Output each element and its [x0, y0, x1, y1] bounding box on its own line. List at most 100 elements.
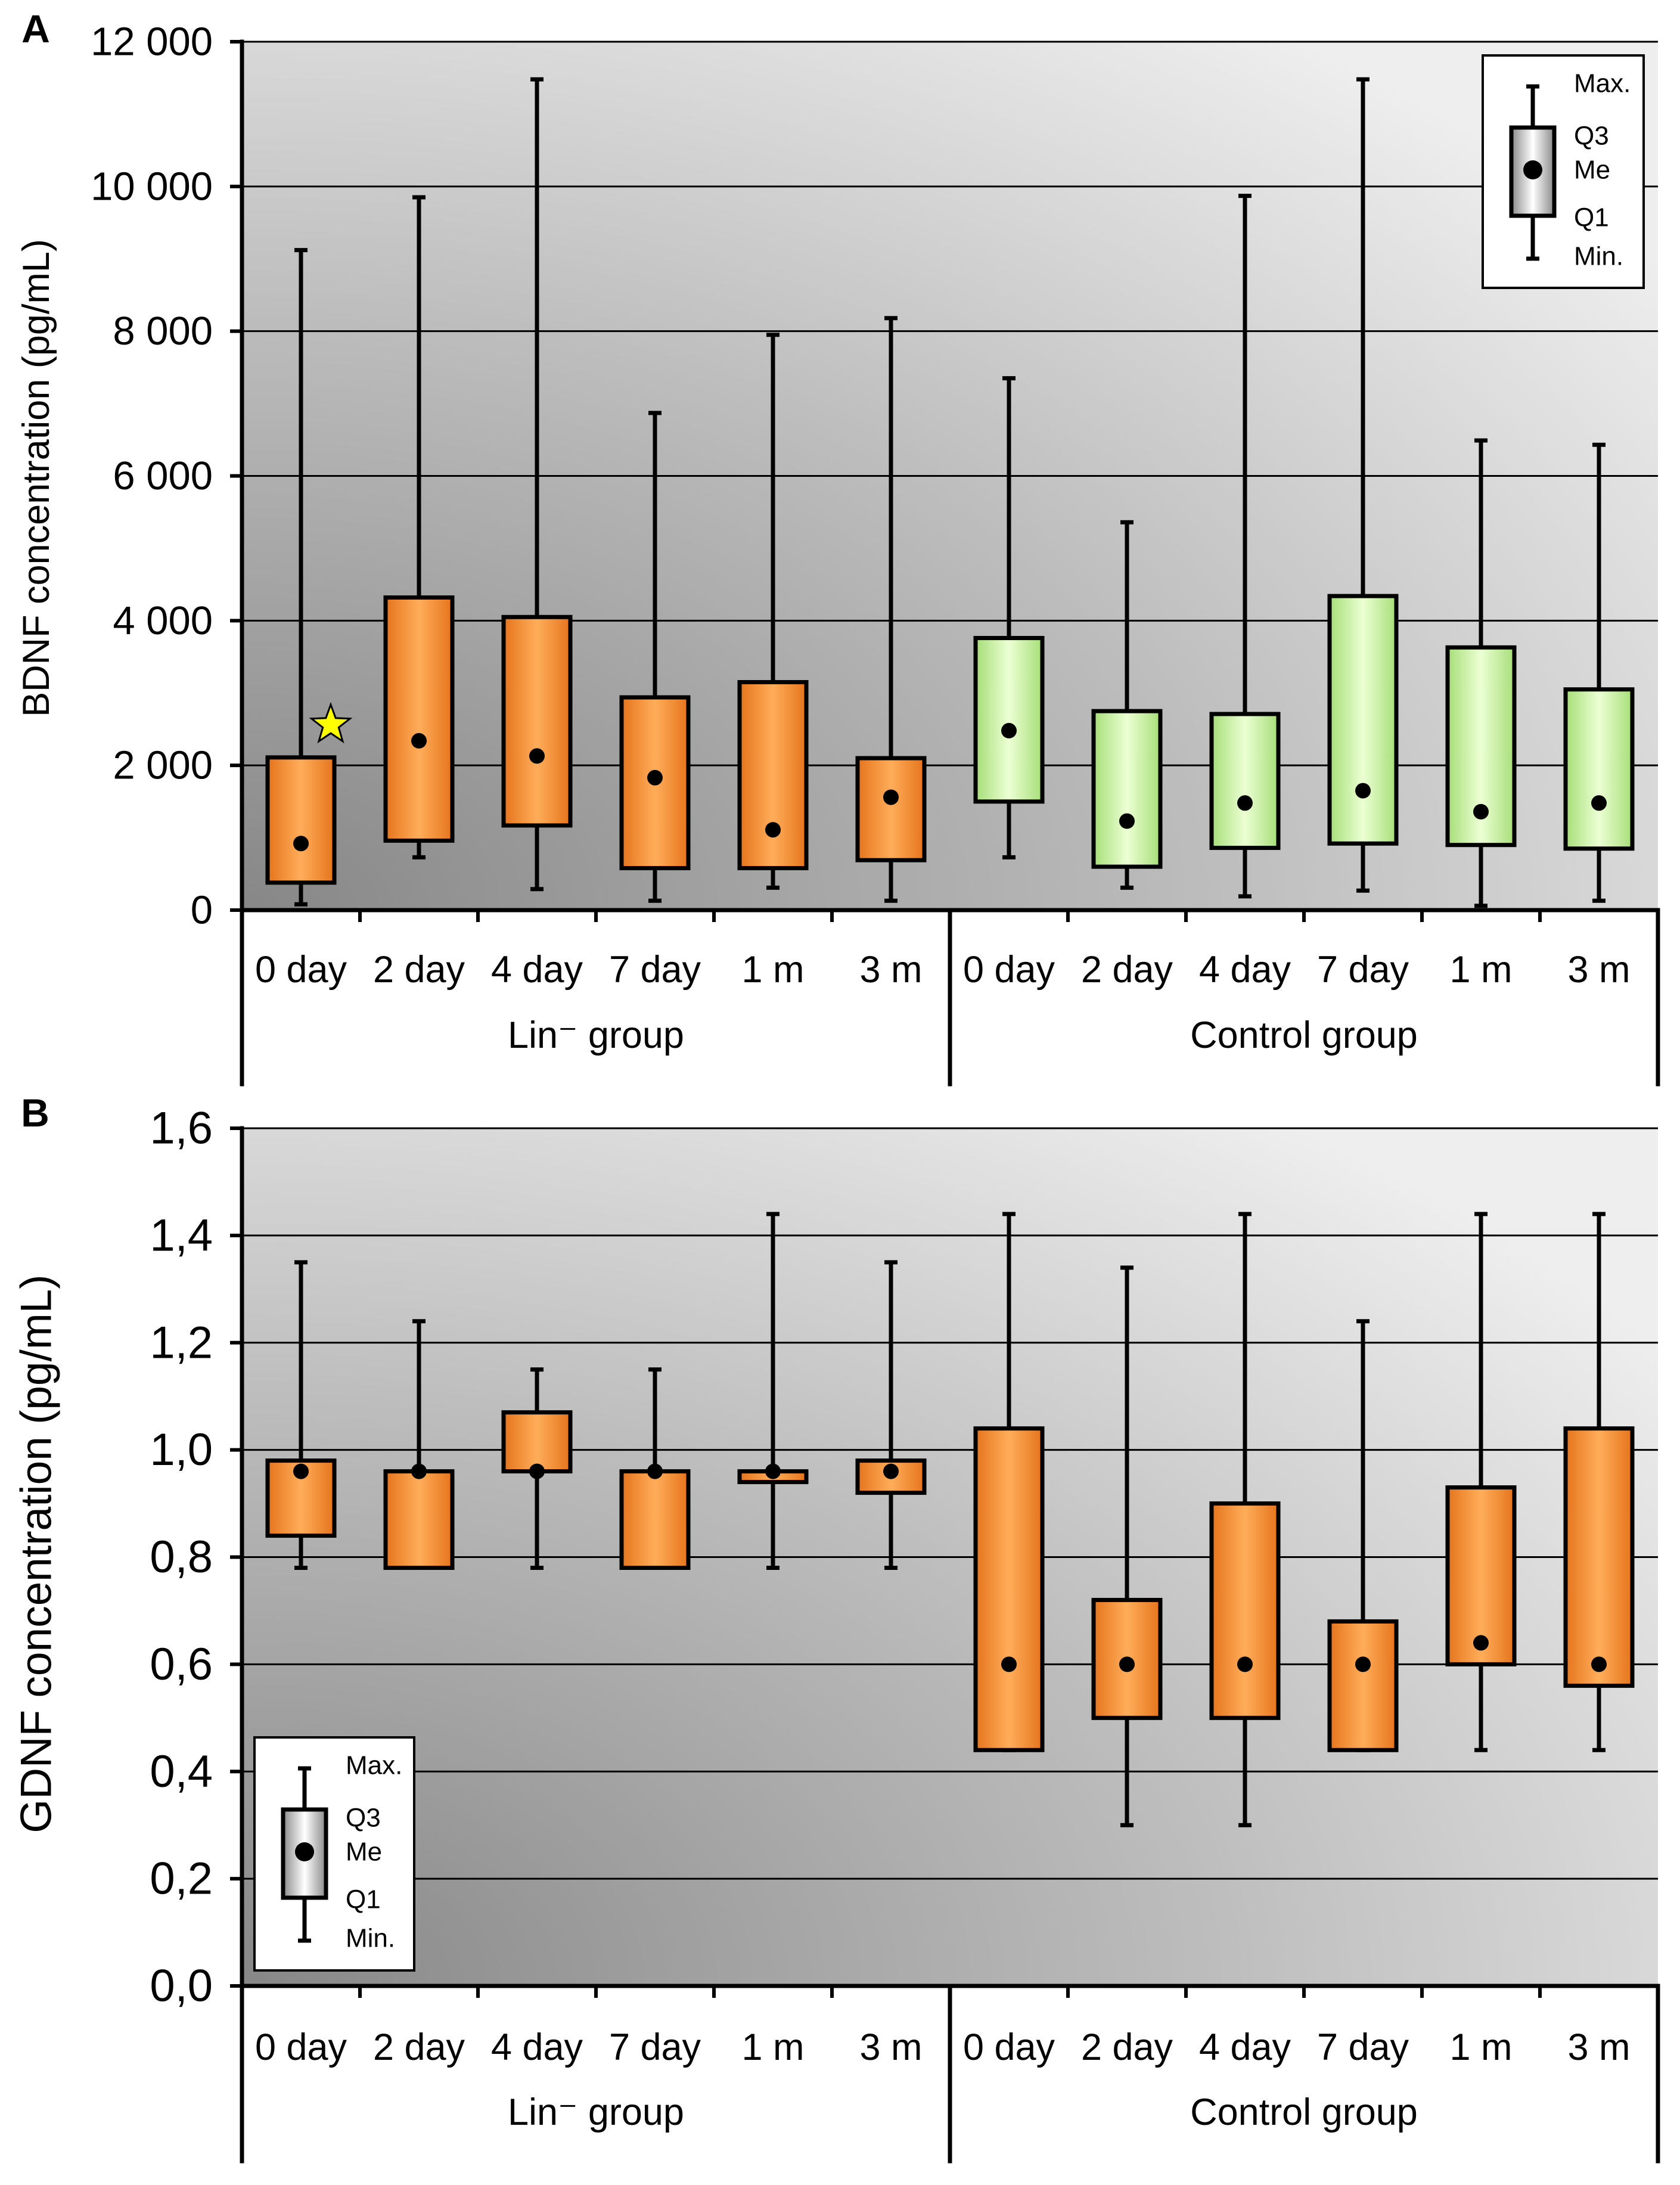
- panel-a: 0 2 000 4 000 6 000 8 000 10 000 12 000 0 day 2 …: [15, 7, 1660, 1087]
- box-plot-item: [737, 1212, 809, 1570]
- box-group-1: [265, 77, 927, 907]
- box-plot-item: [1209, 1212, 1281, 1827]
- iqr-box: [383, 595, 455, 843]
- median-dot: [647, 1463, 663, 1479]
- category-label: 2 day: [373, 2026, 465, 2068]
- median-dot: [1237, 795, 1253, 811]
- median-dot: [293, 1463, 309, 1479]
- legend-box: [281, 1807, 328, 1900]
- median-dot: [411, 1463, 427, 1479]
- iqr-box: [1327, 594, 1399, 846]
- box-plot-item: [265, 1260, 337, 1570]
- y-tick-label: 0,2: [150, 1854, 213, 1904]
- panel-label: A: [21, 7, 50, 51]
- box-plot-item: [383, 1319, 455, 1570]
- box-plot-item: [1209, 194, 1281, 899]
- median-dot: [1473, 803, 1489, 820]
- y-tick-label: 0: [191, 888, 213, 933]
- legend-label-max: Max.: [346, 1751, 402, 1780]
- legend-label-q3: Q3: [346, 1804, 381, 1833]
- legend: Max. Q3 Me Q1 Min.: [253, 1736, 415, 1972]
- box-plot-item: [1445, 1212, 1517, 1752]
- category-label: 0 day: [255, 2026, 347, 2068]
- category-label: 1 m: [741, 949, 804, 991]
- median-dot: [293, 836, 309, 852]
- box-plot-item: [1563, 1212, 1635, 1752]
- box-plot-item: [1563, 442, 1635, 903]
- y-tick-label: 0,0: [150, 1961, 213, 2012]
- iqr-box: [1091, 709, 1163, 869]
- box-plot-item: [619, 411, 691, 903]
- y-tick-label: 2 000: [113, 743, 213, 788]
- category-label: 7 day: [1317, 949, 1409, 991]
- category-label: 3 m: [1567, 949, 1630, 991]
- legend-label-max: Max.: [1574, 69, 1631, 98]
- box-plot-item: [855, 1260, 927, 1570]
- category-label: 4 day: [491, 949, 583, 991]
- box-group-2: [973, 77, 1635, 908]
- legend: Max. Q3 Me Q1 Min.: [1482, 54, 1645, 289]
- category-label: 7 day: [609, 2026, 701, 2068]
- category-label: 1 m: [1449, 2026, 1512, 2068]
- legend-label-min: Min.: [346, 1924, 395, 1953]
- median-dot: [1001, 722, 1017, 738]
- group-label: Lin⁻ group: [508, 2091, 684, 2133]
- y-tick-label: 6 000: [113, 454, 213, 498]
- y-tick-label: 1,6: [150, 1103, 213, 1154]
- median-dot: [1119, 1656, 1135, 1672]
- box-plot-item: [1327, 77, 1399, 893]
- category-label: 4 day: [1199, 949, 1291, 991]
- box-plot-item: [973, 376, 1045, 859]
- legend-label-min: Min.: [1574, 242, 1623, 271]
- box-plot-item: [619, 1367, 691, 1570]
- iqr-box: [1563, 1426, 1635, 1688]
- box-plot-item: [501, 77, 573, 892]
- category-label: 1 m: [741, 2026, 804, 2068]
- y-tick-label: 8 000: [113, 309, 213, 353]
- median-dot: [647, 769, 663, 786]
- y-tick-label: 1,2: [150, 1317, 213, 1368]
- iqr-box: [1445, 1485, 1517, 1666]
- y-tick-label: 4 000: [113, 598, 213, 643]
- legend-median-dot: [1523, 160, 1542, 179]
- box-plot-item: [501, 1367, 573, 1570]
- category-label: 0 day: [963, 949, 1055, 991]
- legend-label-median: Me: [1574, 156, 1610, 185]
- median-dot: [765, 822, 781, 838]
- median-dot: [765, 1463, 781, 1479]
- box-plot-item: [1091, 1265, 1163, 1827]
- median-dot: [1355, 783, 1371, 799]
- legend-median-dot: [295, 1842, 314, 1861]
- y-axis-label: GDNF concentration (pg/mL): [13, 1274, 61, 1833]
- category-label: 2 day: [1081, 949, 1173, 991]
- box-plot-item: [973, 1212, 1045, 1752]
- median-dot: [529, 748, 545, 764]
- box-plot-item: [265, 248, 337, 907]
- star-icon: [309, 702, 353, 744]
- iqr-box: [619, 1469, 691, 1570]
- category-label: 7 day: [609, 949, 701, 991]
- category-label: 0 day: [963, 2026, 1055, 2068]
- median-dot: [1591, 795, 1607, 811]
- median-dot: [1473, 1635, 1489, 1651]
- iqr-box: [737, 680, 809, 871]
- iqr-box: [1209, 1501, 1281, 1720]
- box-plot-item: [383, 195, 455, 859]
- category-label: 2 day: [1081, 2026, 1173, 2068]
- group-label: Lin⁻ group: [508, 1014, 684, 1056]
- y-axis-label: BDNF concentration (pg/mL): [15, 239, 57, 717]
- median-dot: [1001, 1656, 1017, 1672]
- category-label: 3 m: [1567, 2026, 1630, 2068]
- group-label: Control group: [1190, 1014, 1418, 1056]
- iqr-box: [855, 756, 927, 862]
- category-label: 3 m: [859, 2026, 922, 2068]
- category-label: 1 m: [1449, 949, 1512, 991]
- box-group-2: [973, 1212, 1635, 1827]
- median-dot: [1119, 813, 1135, 829]
- box-plot-item: [1327, 1319, 1399, 1752]
- legend-label-median: Me: [346, 1838, 382, 1867]
- iqr-box: [265, 755, 337, 885]
- box-plot-item: [855, 316, 927, 903]
- box-plot-item: [1445, 438, 1517, 908]
